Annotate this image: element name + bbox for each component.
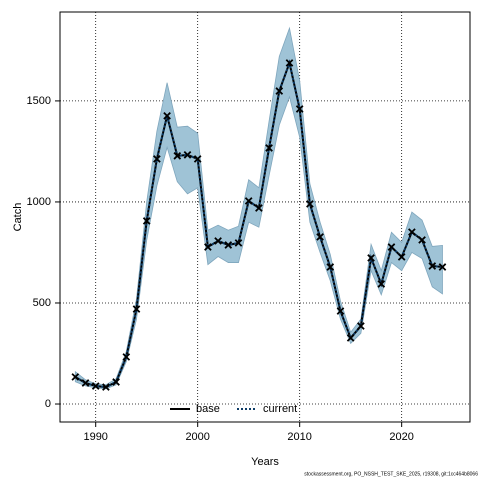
point-marker — [387, 243, 396, 251]
point-marker — [204, 243, 212, 251]
point-marker — [234, 239, 243, 247]
point-marker — [91, 382, 100, 390]
y-tick-label: 500 — [33, 297, 51, 309]
point-marker — [367, 254, 375, 262]
point-marker — [244, 197, 253, 205]
point-marker — [163, 112, 171, 120]
y-tick-label: 1500 — [27, 95, 51, 107]
point-marker — [438, 263, 447, 271]
point-marker — [285, 59, 294, 67]
point-marker — [183, 151, 192, 159]
point-marker — [306, 200, 314, 208]
point-marker — [316, 233, 324, 241]
point-marker — [102, 383, 110, 391]
point-marker — [336, 307, 345, 315]
point-marker — [71, 373, 80, 381]
point-marker — [428, 262, 437, 270]
x-axis-label: Years — [251, 456, 279, 468]
legend-label: current — [263, 403, 297, 415]
point-marker — [357, 322, 365, 330]
y-tick-label: 0 — [45, 398, 51, 410]
point-marker — [275, 87, 284, 95]
point-marker — [132, 305, 141, 313]
x-tick-label: 2020 — [389, 431, 413, 443]
point-marker — [346, 334, 355, 342]
point-marker — [153, 155, 161, 163]
footnote: stockassessment.org, PO_NSSH_TEST_SKE_20… — [304, 471, 478, 477]
point-marker — [265, 144, 273, 152]
point-marker — [142, 217, 151, 225]
plot-frame — [59, 11, 471, 423]
point-marker — [418, 236, 426, 244]
x-tick-label: 1990 — [83, 431, 107, 443]
y-axis-label: Catch — [12, 203, 24, 232]
point-marker — [377, 280, 386, 288]
point-marker — [122, 353, 131, 361]
y-tick-label: 1000 — [27, 196, 51, 208]
point-marker — [255, 204, 263, 212]
point-marker — [214, 237, 222, 245]
point-marker — [81, 379, 90, 387]
point-marker — [224, 241, 233, 249]
point-marker — [397, 253, 406, 261]
point-marker — [173, 152, 182, 160]
point-marker — [112, 378, 120, 386]
point-marker — [408, 228, 416, 236]
x-tick-label: 2010 — [287, 431, 311, 443]
point-marker — [326, 263, 335, 271]
x-tick-label: 2000 — [185, 431, 209, 443]
legend-label: base — [196, 403, 220, 415]
point-marker — [193, 155, 202, 163]
point-marker — [295, 105, 304, 113]
